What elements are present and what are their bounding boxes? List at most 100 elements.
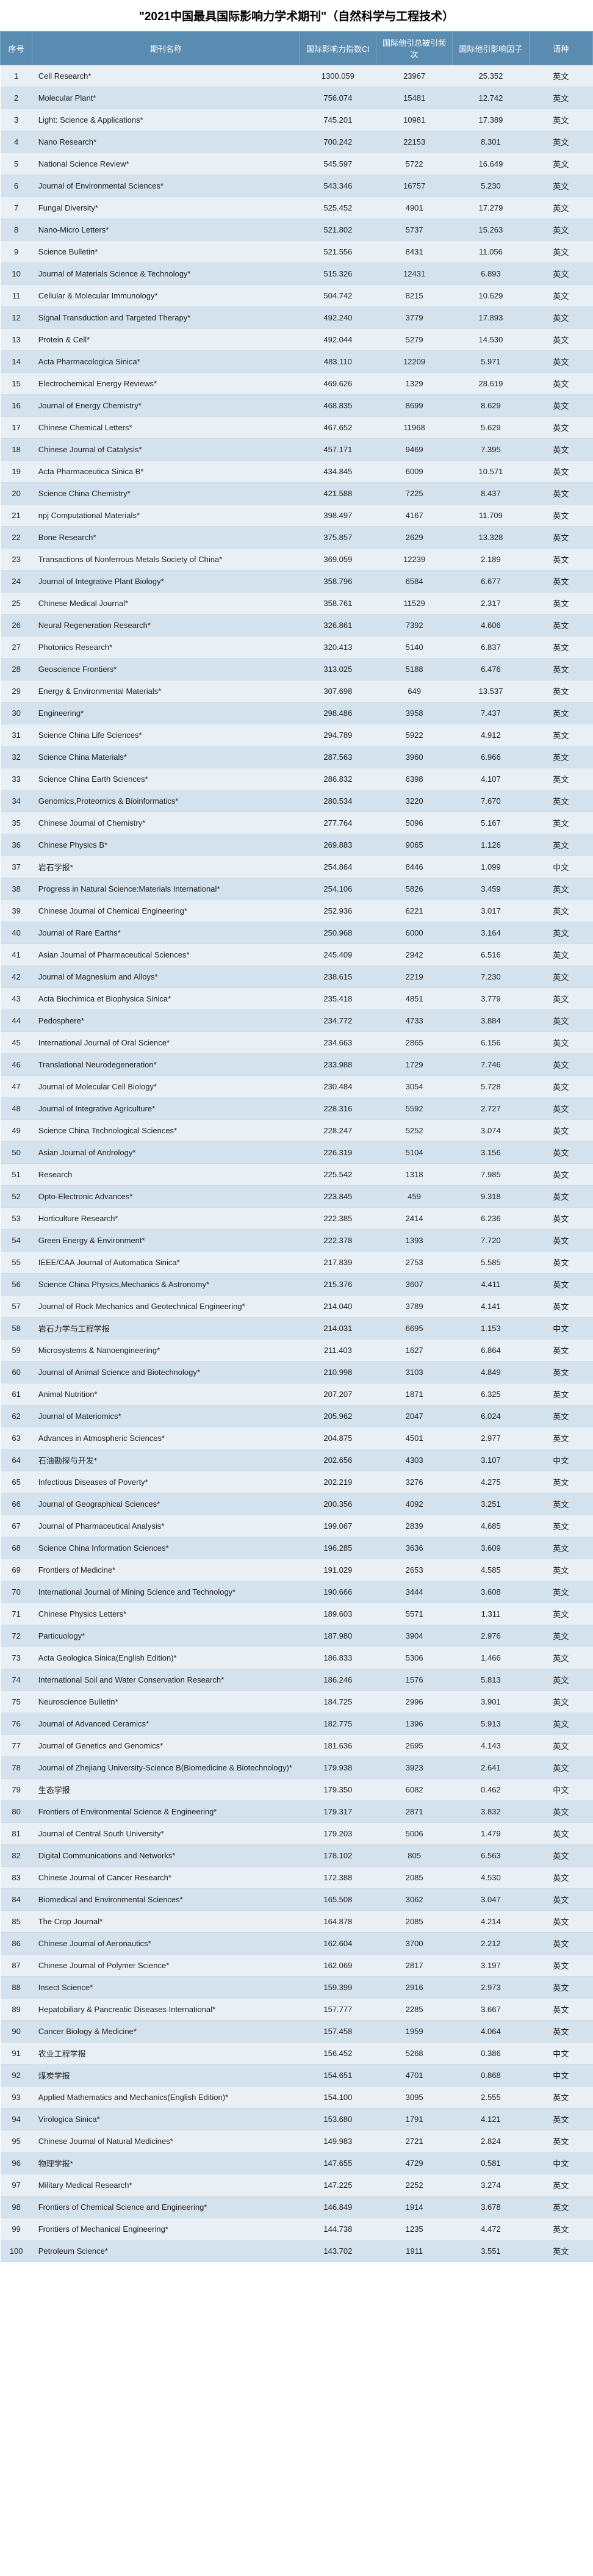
table-row: 70International Journal of Mining Scienc… [1, 1581, 593, 1603]
table-cell: 202.219 [300, 1471, 376, 1493]
table-row: 16Journal of Energy Chemistry*468.835869… [1, 395, 593, 417]
table-cell: 1329 [376, 373, 453, 395]
table-cell: 5571 [376, 1603, 453, 1625]
table-cell: 18 [1, 439, 32, 461]
table-cell: 英文 [529, 373, 592, 395]
table-cell: 英文 [529, 2240, 592, 2262]
table-cell: 1627 [376, 1340, 453, 1362]
table-cell: 2.977 [453, 1427, 529, 1449]
table-cell: 2916 [376, 1977, 453, 1999]
table-cell: 12239 [376, 549, 453, 571]
table-cell: Research [32, 1164, 300, 1186]
table-cell: 459 [376, 1186, 453, 1208]
table-cell: 54 [1, 1230, 32, 1252]
table-cell: Frontiers of Mechanical Engineering* [32, 2218, 300, 2240]
table-cell: 20 [1, 483, 32, 505]
table-cell: Journal of Integrative Plant Biology* [32, 571, 300, 593]
table-cell: 225.542 [300, 1164, 376, 1186]
table-cell: 生态学报 [32, 1779, 300, 1801]
table-cell: 3.678 [453, 2196, 529, 2218]
table-cell: 1914 [376, 2196, 453, 2218]
table-cell: 211.403 [300, 1340, 376, 1362]
table-cell: 英文 [529, 1867, 592, 1889]
table-cell: 91 [1, 2043, 32, 2065]
table-cell: 47 [1, 1076, 32, 1098]
table-cell: 5104 [376, 1142, 453, 1164]
table-cell: Science China Materials* [32, 746, 300, 768]
table-row: 84Biomedical and Environmental Sciences*… [1, 1889, 593, 1911]
table-cell: 英文 [529, 1340, 592, 1362]
table-row: 38Progress in Natural Science:Materials … [1, 878, 593, 900]
table-cell: Asian Journal of Andrology* [32, 1142, 300, 1164]
table-cell: 469.626 [300, 373, 376, 395]
table-cell: 2047 [376, 1405, 453, 1427]
table-cell: Applied Mathematics and Mechanics(Englis… [32, 2087, 300, 2109]
table-cell: Journal of Molecular Cell Biology* [32, 1076, 300, 1098]
table-cell: 196.285 [300, 1537, 376, 1559]
table-cell: 186.246 [300, 1669, 376, 1691]
table-cell: Journal of Energy Chemistry* [32, 395, 300, 417]
table-row: 44Pedosphere*234.77247333.884英文 [1, 1010, 593, 1032]
table-cell: 3923 [376, 1757, 453, 1779]
table-cell: npj Computational Materials* [32, 505, 300, 527]
table-cell: 215.376 [300, 1274, 376, 1296]
table-row: 73Acta Geologica Sinica(English Edition)… [1, 1647, 593, 1669]
table-cell: 85 [1, 1911, 32, 1933]
table-cell: 中文 [529, 856, 592, 878]
table-cell: 2721 [376, 2130, 453, 2152]
table-cell: 英文 [529, 878, 592, 900]
table-cell: 92 [1, 2065, 32, 2087]
table-cell: 61 [1, 1384, 32, 1405]
table-cell: 3276 [376, 1471, 453, 1493]
table-cell: 49 [1, 1120, 32, 1142]
table-cell: 英文 [529, 527, 592, 549]
table-cell: 英文 [529, 1296, 592, 1318]
table-cell: 3779 [376, 307, 453, 329]
table-cell: 4167 [376, 505, 453, 527]
table-cell: 4.411 [453, 1274, 529, 1296]
table-cell: 4303 [376, 1449, 453, 1471]
table-cell: 4851 [376, 988, 453, 1010]
table-cell: 326.861 [300, 615, 376, 637]
table-row: 22Bone Research*375.857262913.328英文 [1, 527, 593, 549]
table-cell: Signal Transduction and Targeted Therapy… [32, 307, 300, 329]
table-cell: 214.040 [300, 1296, 376, 1318]
table-cell: 3.459 [453, 878, 529, 900]
table-row: 74International Soil and Water Conservat… [1, 1669, 593, 1691]
table-cell: 英文 [529, 1054, 592, 1076]
col-header-name: 期刊名称 [32, 32, 300, 65]
table-cell: Chinese Journal of Aeronautics* [32, 1933, 300, 1955]
table-cell: 55 [1, 1252, 32, 1274]
table-cell: 英文 [529, 1889, 592, 1911]
table-cell: 24 [1, 571, 32, 593]
table-cell: 3.551 [453, 2240, 529, 2262]
table-cell: 2865 [376, 1032, 453, 1054]
table-cell: Chinese Journal of Catalysis* [32, 439, 300, 461]
table-cell: 35 [1, 812, 32, 834]
table-cell: 3.164 [453, 922, 529, 944]
table-cell: 179.317 [300, 1801, 376, 1823]
table-cell: 英文 [529, 1977, 592, 1999]
table-cell: Chinese Journal of Natural Medicines* [32, 2130, 300, 2152]
table-cell: 英文 [529, 131, 592, 153]
table-cell: 2.641 [453, 1757, 529, 1779]
table-cell: 17.389 [453, 109, 529, 131]
table-cell: 英文 [529, 637, 592, 658]
table-cell: 467.652 [300, 417, 376, 439]
table-cell: 93 [1, 2087, 32, 2109]
table-row: 98Frontiers of Chemical Science and Engi… [1, 2196, 593, 2218]
table-cell: 50 [1, 1142, 32, 1164]
table-cell: 45 [1, 1032, 32, 1054]
table-row: 64石油勘探与开发*202.65643033.107中文 [1, 1449, 593, 1471]
table-cell: Nano-Micro Letters* [32, 219, 300, 241]
table-cell: 15 [1, 373, 32, 395]
page-title: "2021中国最具国际影响力学术期刊"（自然科学与工程技术） [0, 0, 593, 31]
table-cell: 11529 [376, 593, 453, 615]
table-cell: 205.962 [300, 1405, 376, 1427]
table-cell: 英文 [529, 505, 592, 527]
table-cell: 19 [1, 461, 32, 483]
table-cell: Progress in Natural Science:Materials In… [32, 878, 300, 900]
table-cell: 1.099 [453, 856, 529, 878]
table-row: 67Journal of Pharmaceutical Analysis*199… [1, 1515, 593, 1537]
table-cell: 英文 [529, 1955, 592, 1977]
